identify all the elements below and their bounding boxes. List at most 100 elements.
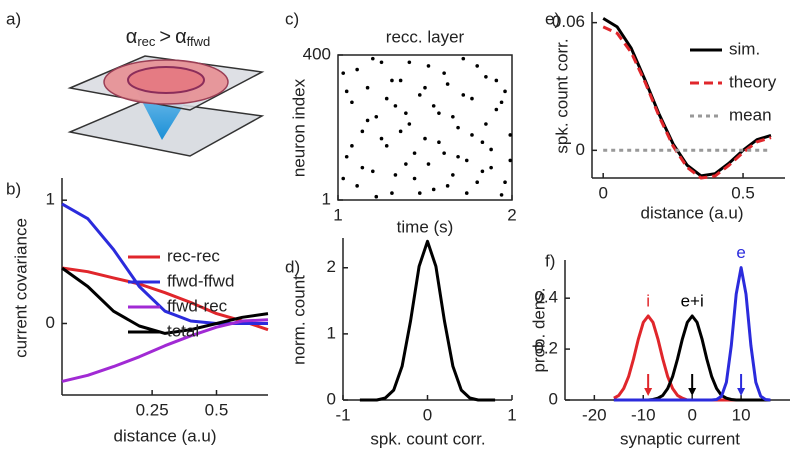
y-tick-label: 0.2	[534, 339, 558, 358]
spike	[384, 96, 389, 101]
x-axis-label: synaptic current	[620, 429, 740, 448]
legend-label: theory	[729, 72, 777, 91]
spike	[503, 180, 507, 184]
y-axis-label: spk. count corr.	[552, 38, 571, 153]
spike	[470, 133, 474, 137]
panel-label: e)	[545, 9, 560, 28]
diagram: a) αrec > αffwd	[6, 9, 265, 157]
arrow-head	[737, 388, 746, 396]
y-tick-label: 400	[303, 44, 331, 63]
spike	[484, 122, 488, 126]
series-line	[61, 318, 269, 383]
spike	[508, 158, 513, 163]
spike	[404, 162, 408, 166]
spike	[503, 89, 507, 94]
series-annotation: i	[646, 291, 650, 310]
spike	[445, 184, 450, 188]
arrow-head	[644, 388, 653, 396]
spike	[494, 107, 499, 112]
x-tick-label: 0.5	[205, 400, 229, 419]
panel-label: f)	[545, 251, 555, 270]
spike	[445, 82, 450, 86]
series-annotation: e+i	[681, 291, 704, 310]
x-axis-label: time (s)	[397, 217, 454, 236]
x-tick-label: 0	[423, 405, 432, 424]
spike	[360, 165, 365, 170]
spike	[374, 194, 379, 199]
x-tick-label: 0	[687, 405, 696, 424]
spike	[456, 125, 460, 130]
spike	[489, 147, 493, 152]
series-annotation: e	[736, 243, 745, 262]
y-tick-label: 0.06	[552, 12, 585, 31]
spike	[423, 85, 427, 90]
spike	[461, 93, 466, 97]
y-tick-label: 0	[46, 313, 55, 332]
spike	[437, 140, 441, 145]
spike	[412, 176, 417, 181]
y-tick-label: 1	[327, 323, 336, 342]
spike	[393, 173, 398, 177]
spike	[442, 151, 446, 155]
spike	[442, 71, 446, 75]
spike	[431, 187, 436, 192]
series-line	[61, 266, 269, 335]
inner-ellipse	[127, 66, 205, 94]
panel-label: d)	[285, 257, 300, 276]
panel: -20 -10 0 10 0 0.2 0.4 f) synaptic current prob. …	[529, 243, 790, 448]
spike	[384, 144, 389, 148]
spike	[398, 129, 403, 134]
panel: 0 0.5 0 0.06e) distance (a.u) spk. count corr…	[545, 9, 785, 222]
y-tick-label: 2	[327, 257, 336, 276]
spike	[390, 191, 394, 195]
spike	[489, 165, 493, 170]
spike	[451, 173, 455, 177]
spike	[499, 100, 504, 105]
panel-label: b)	[6, 179, 21, 198]
x-tick-label: 0	[598, 183, 607, 202]
spike	[494, 78, 499, 83]
spike	[484, 75, 488, 79]
x-tick-label: -20	[582, 405, 607, 424]
spike	[365, 85, 370, 90]
spike	[480, 140, 485, 145]
panel: 0.25 0.5 0 1 b) distance (a.u) current covaria…	[6, 178, 269, 445]
spike	[374, 114, 379, 119]
y-axis-label: prob. dens.	[529, 287, 548, 372]
spike	[350, 100, 354, 105]
legend-label: sim.	[729, 39, 760, 58]
spike	[371, 169, 375, 174]
spike	[360, 129, 365, 134]
plot-frame	[337, 54, 513, 201]
spike	[341, 71, 346, 75]
spike	[417, 93, 422, 97]
series-line	[61, 202, 268, 325]
x-axis-label: distance (a.u)	[114, 426, 217, 445]
y-tick-label: 1	[322, 189, 331, 208]
x-tick-label: 0.25	[136, 400, 169, 419]
legend-label: mean	[729, 105, 772, 124]
x-axis-label: distance (a.u)	[641, 203, 744, 222]
y-tick-label: 0	[576, 140, 585, 159]
x-tick-label: 1	[507, 405, 516, 424]
legend-label: ffwd-ffwd	[167, 271, 234, 290]
spike	[464, 158, 469, 163]
spike	[456, 154, 460, 159]
legend-label: ffwd-rec	[167, 296, 228, 315]
spike	[499, 193, 504, 197]
spike	[371, 56, 375, 61]
arrow-head	[688, 388, 697, 396]
spike	[407, 122, 412, 126]
spike	[404, 111, 408, 115]
y-tick-label: 1	[46, 190, 55, 209]
spike	[431, 104, 436, 108]
y-axis-label: current covariance	[11, 218, 30, 358]
spike	[393, 104, 398, 108]
spike	[365, 118, 370, 123]
spike	[437, 111, 441, 115]
spike	[475, 64, 480, 68]
diagram-caption: αrec > αffwd	[126, 26, 210, 49]
